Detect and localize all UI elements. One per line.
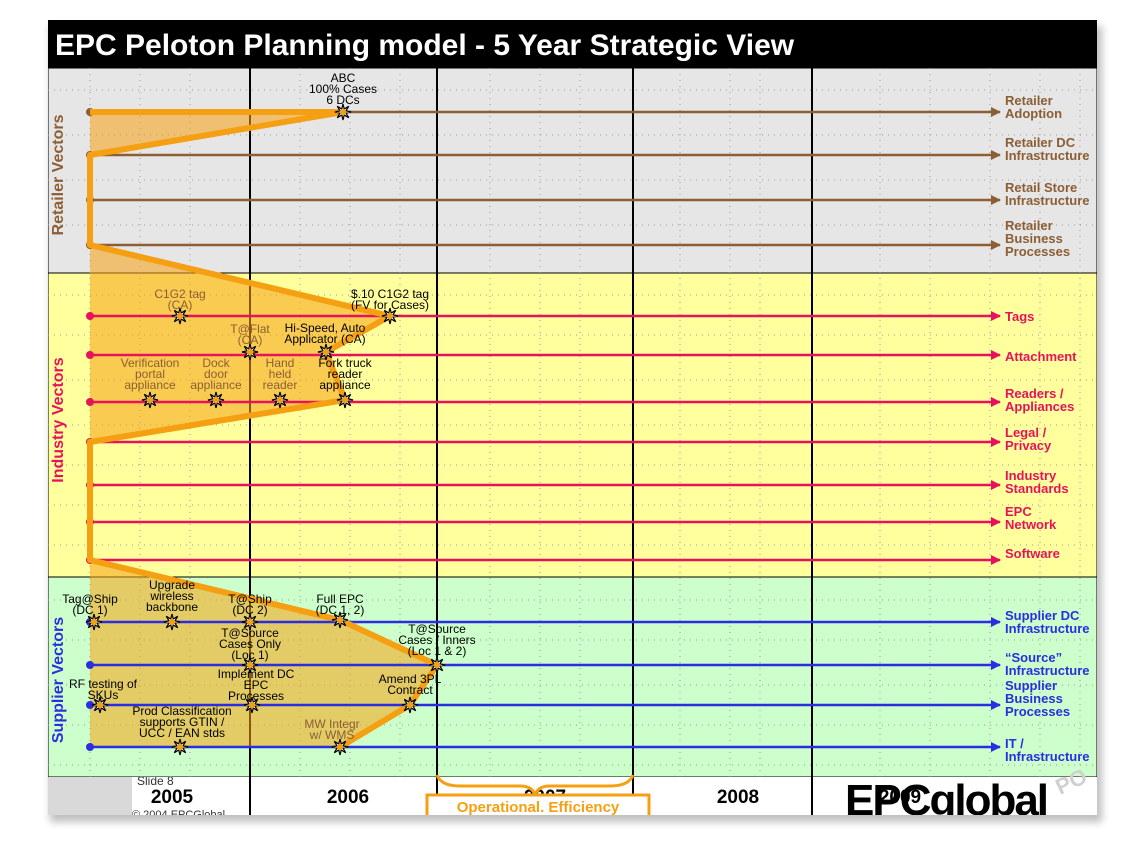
milestone-label: Upgrade wireless backbone — [146, 578, 198, 614]
milestone-label: T@Ship (DC 2) — [228, 592, 272, 617]
milestone-label: Hand held reader — [263, 356, 298, 392]
milestone-label: Hi-Speed, Auto Applicator (CA) — [284, 321, 365, 346]
milestone-star-center — [246, 618, 254, 626]
industry-vectors-label: Industry Vectors — [50, 357, 67, 482]
milestone-star-center — [406, 701, 414, 709]
milestone-label: Full EPC (DC 1, 2) — [316, 592, 365, 617]
page-title: EPC Peloton Planning model - 5 Year Stra… — [55, 29, 795, 62]
industry-vector-start-dot — [86, 351, 94, 359]
industry-vector-label: Legal / Privacy — [1005, 425, 1052, 453]
milestone-star-center — [212, 396, 220, 404]
supplier-vector-label: Supplier DC Infrastructure — [1005, 608, 1090, 636]
milestone-star-center — [146, 396, 154, 404]
industry-vector-start-dot — [86, 312, 94, 320]
milestone-label: ABC 100% Cases 6 DCs — [309, 71, 377, 107]
operational-efficiency-label: Operational. Efficiency — [457, 799, 620, 816]
supplier-vector-label: IT / Infrastructure — [1005, 736, 1090, 764]
retailer-vector-label: Retail Store Infrastructure — [1005, 180, 1090, 208]
industry-vector-label: Industry Standards — [1005, 468, 1069, 496]
milestone-label: Implement DC EPC Processes — [218, 667, 295, 703]
title-bar — [48, 20, 1097, 68]
milestone-star-center — [276, 396, 284, 404]
peloton-area — [90, 112, 437, 747]
milestone-label: RF testing of SKUs — [69, 677, 138, 702]
milestone-label: T@Source Cases / Inners (Loc 1 & 2) — [398, 622, 475, 658]
milestone-label: Prod Classification supports GTIN / UCC / … — [132, 704, 231, 740]
milestone-label: Dock door appliance — [190, 356, 242, 392]
supplier-vectors-label: Supplier Vectors — [50, 617, 67, 743]
year-label: 2009 — [879, 787, 921, 808]
milestone-star-center — [90, 618, 98, 626]
year-label: 2005 — [151, 787, 194, 808]
milestone-star-center — [339, 108, 347, 116]
supplier-vector-label: Supplier Business Processes — [1005, 678, 1070, 719]
industry-vector-label: Attachment — [1005, 349, 1077, 364]
footer-gray-block — [48, 777, 132, 815]
milestone-star-center — [336, 743, 344, 751]
industry-vector-label: Software — [1005, 546, 1060, 561]
milestone-label: Verification portal appliance — [121, 356, 180, 392]
year-label: 2008 — [717, 787, 759, 808]
milestone-star-center — [176, 312, 184, 320]
supplier-vector-start-dot — [86, 701, 94, 709]
milestone-star-center — [176, 743, 184, 751]
milestone-star-center — [168, 618, 176, 626]
milestone-star-center — [433, 661, 441, 669]
industry-vector-label: Readers / Appliances — [1005, 386, 1074, 414]
retailer-band — [48, 67, 1097, 274]
milestone-label: Tag@Ship (DC 1) — [62, 592, 118, 617]
supplier-vector-label: “Source” Infrastructure — [1005, 650, 1090, 678]
retailer-vector-label: Retailer Adoption — [1005, 93, 1062, 121]
year-label: 2006 — [327, 787, 369, 808]
milestone-label: Amend 3PL Contract — [379, 672, 442, 697]
milestone-label: C1G2 tag (CA) — [154, 287, 205, 312]
retailer-vectors-label: Retailer Vectors — [50, 114, 67, 235]
milestone-label: $.10 C1G2 tag (FV for Cases) — [351, 287, 429, 312]
industry-vector-label: Tags — [1005, 309, 1034, 324]
milestone-star-center — [336, 616, 344, 624]
slide-number: Slide 8 — [137, 774, 174, 788]
milestone-label: MW Integr w/ WMS — [304, 717, 359, 742]
milestone-star-center — [248, 701, 256, 709]
supplier-vector-start-dot — [86, 743, 94, 751]
copyright-text: © 2004 EPCGlobal — [132, 809, 225, 821]
retailer-vector-label: Retailer DC Infrastructure — [1005, 135, 1090, 163]
industry-vector-start-dot — [86, 398, 94, 406]
supplier-vector-start-dot — [86, 661, 94, 669]
operational-efficiency-box — [425, 793, 651, 815]
milestone-star-center — [246, 661, 254, 669]
milestone-label: T@Source Cases Only (Loc 1) — [219, 626, 281, 662]
retailer-vector-label: Retailer Business Processes — [1005, 218, 1070, 259]
epcglobal-logo: EPCglobal — [845, 776, 1047, 825]
milestone-star-center — [386, 312, 394, 320]
milestone-star-center — [246, 348, 254, 356]
milestone-star-center — [341, 396, 349, 404]
industry-vector-label: EPC Network — [1005, 504, 1057, 532]
milestone-label: T@Flat (CA) — [230, 322, 270, 347]
milestone-label: Fork truck reader appliance — [318, 356, 372, 392]
milestone-star-center — [322, 348, 330, 356]
milestone-star-center — [96, 701, 104, 709]
